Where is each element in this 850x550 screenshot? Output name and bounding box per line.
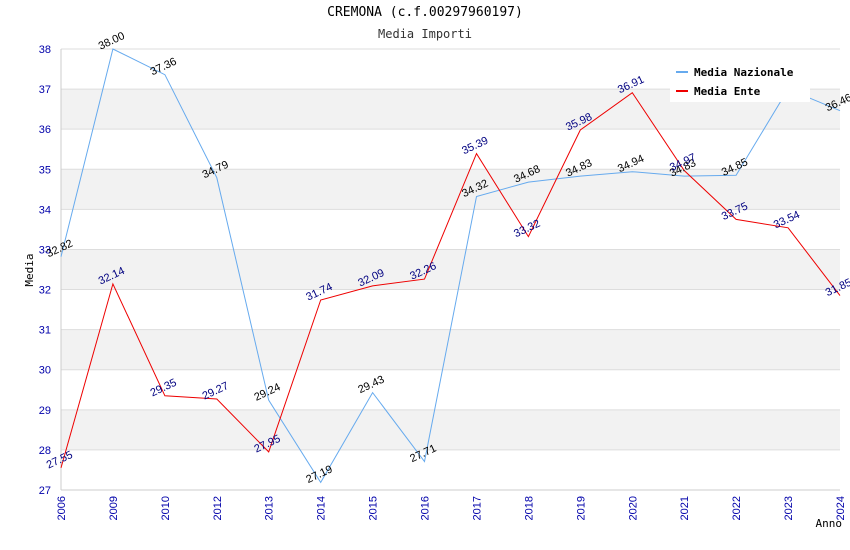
y-tick-label: 32 [39,285,51,297]
series-line-nazionale [60,48,841,484]
x-tick-label: 2016 [420,496,432,520]
x-tick-label: 2017 [471,496,483,520]
x-tick-label: 2006 [56,496,68,520]
x-tick-labels: 2006 2009 2010 2012 2013 2014 2015 2016 2017 2018… [56,496,847,520]
grid-band [61,409,840,450]
x-axis-label: Anno [816,517,843,530]
y-tick-label: 27 [39,485,51,497]
y-tick-label: 37 [39,84,51,96]
series-line-ente [60,91,841,469]
x-tick-label: 2010 [160,496,172,520]
y-tick-label: 35 [39,164,51,176]
y-tick-label: 34 [39,204,51,216]
y-tick-labels: 27 28 29 30 31 32 33 34 35 36 37 38 [39,44,51,497]
x-tick-label: 2021 [679,496,691,520]
data-label-nazionale: 27.19 [304,463,334,486]
y-tick-label: 36 [39,124,51,136]
y-tick-label: 38 [39,44,51,56]
y-tick-label: 31 [39,325,51,337]
x-tick-label: 2023 [783,496,795,520]
data-label-nazionale: 29.43 [356,374,386,397]
chart-title: CREMONA (c.f.00297960197) [327,5,523,20]
x-tick-label: 2020 [627,496,639,520]
x-tick-label: 2019 [575,496,587,520]
grid-band [61,249,840,290]
y-tick-label: 29 [39,405,51,417]
data-label-nazionale: 37.36 [149,56,179,79]
y-axis-label: Media [23,253,36,286]
grid-bands [61,89,840,450]
legend-label: Media Nazionale [694,66,794,79]
y-tick-label: 28 [39,445,51,457]
data-label-ente: 33.32 [512,218,542,241]
legend: Media Nazionale Media Ente [670,58,810,102]
x-tick-label: 2009 [108,496,120,520]
legend-label: Media Ente [694,85,761,98]
y-tick-label: 33 [39,244,51,256]
y-tick-label: 30 [39,365,51,377]
x-tick-label: 2012 [212,496,224,520]
grid-band [61,329,840,370]
x-tick-label: 2024 [835,496,847,520]
series-lines [60,48,841,484]
x-tick-label: 2018 [523,496,535,520]
legend-box [670,58,810,102]
x-tick-label: 2022 [731,496,743,520]
x-tick-label: 2014 [316,496,328,520]
x-tick-label: 2015 [368,496,380,520]
data-label-ente: 35.39 [460,135,490,158]
data-label-nazionale: 29.24 [252,381,282,404]
chart-subtitle: Media Importi [378,27,472,41]
axes [60,49,840,491]
x-tick-label: 2013 [264,496,276,520]
